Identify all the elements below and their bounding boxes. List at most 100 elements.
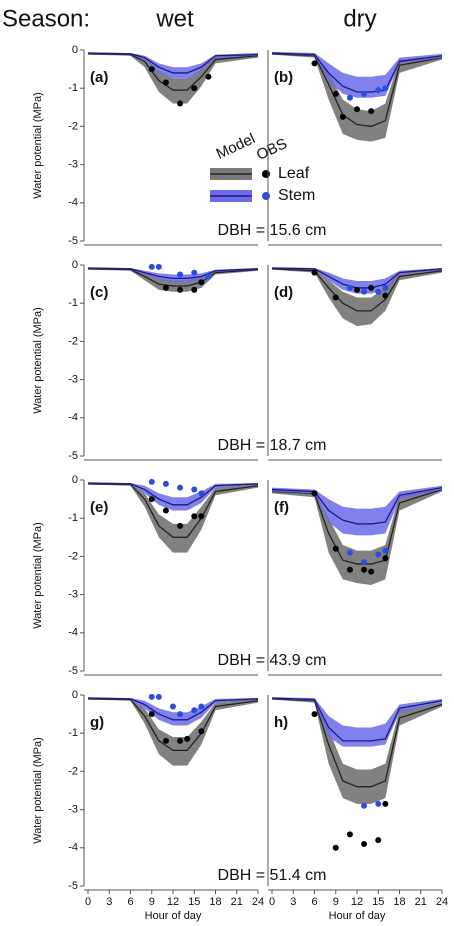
y-tick-label: 0	[72, 44, 78, 56]
x-tick-label: 6	[311, 896, 317, 908]
obs-point	[375, 837, 382, 844]
x-tick-label: 15	[188, 896, 200, 908]
model-line	[87, 697, 259, 721]
obs-point	[177, 711, 184, 718]
obs-point	[191, 513, 198, 520]
y-tick-label: -5	[68, 235, 78, 247]
obs-point	[148, 263, 155, 270]
y-tick-label: -2	[68, 335, 78, 347]
model-band	[88, 268, 258, 292]
model-line	[87, 52, 259, 74]
obs-point	[148, 693, 155, 700]
dbh-annotation: DBH = 18.7 cm	[218, 437, 327, 454]
obs-point	[162, 507, 169, 514]
model-band	[272, 487, 442, 586]
x-tick-label: 21	[231, 896, 243, 908]
obs-point	[354, 286, 360, 293]
obs-point	[198, 490, 205, 497]
y-tick-label: -2	[68, 765, 78, 777]
y-tick-label: -1	[68, 82, 78, 94]
obs-point	[361, 840, 368, 847]
y-tick-label: -5	[68, 880, 78, 892]
y-tick-label: 0	[72, 259, 78, 271]
model-band	[88, 698, 258, 766]
obs-point	[205, 273, 212, 280]
y-tick-label: -3	[68, 804, 78, 816]
x-tick-label: 24	[252, 896, 264, 908]
obs-point	[346, 284, 353, 291]
model-band	[88, 483, 258, 553]
y-tick-label: -2	[68, 550, 78, 562]
y-axis-label: Water potential (MPa)	[32, 522, 44, 629]
obs-point	[375, 551, 382, 558]
model-line	[87, 698, 259, 752]
model-line	[271, 697, 443, 742]
obs-point	[148, 66, 155, 73]
dbh-annotation: DBH = 15.6 cm	[218, 222, 327, 239]
model-band	[88, 52, 258, 79]
y-tick-label: 0	[72, 689, 78, 701]
obs-point	[346, 94, 353, 101]
y-tick-label: -4	[68, 627, 78, 639]
obs-point	[191, 85, 198, 92]
x-tick-label: 12	[167, 896, 179, 908]
obs-point	[332, 294, 339, 301]
obs-point	[155, 693, 162, 700]
obs-point	[332, 844, 339, 851]
model-line	[87, 482, 259, 506]
obs-point	[375, 87, 382, 94]
y-tick-label: -4	[68, 197, 78, 209]
model-band	[272, 267, 442, 294]
obs-point	[198, 728, 205, 735]
obs-point	[339, 113, 346, 120]
obs-point	[311, 711, 318, 718]
obs-point	[191, 269, 198, 276]
model-line	[87, 53, 259, 91]
model-line	[271, 488, 443, 565]
legend-dot	[262, 192, 270, 200]
y-tick-label: -3	[68, 159, 78, 171]
x-tick-label: 0	[269, 896, 275, 908]
x-tick-label: 3	[106, 896, 112, 908]
obs-point	[382, 800, 389, 807]
obs-point	[382, 284, 389, 291]
y-axis-label: Water potential (MPa)	[32, 737, 44, 844]
column-title: dry	[343, 5, 376, 32]
obs-point	[148, 496, 155, 503]
obs-point	[311, 60, 318, 67]
obs-point	[368, 108, 375, 115]
obs-point	[361, 559, 368, 566]
y-tick-label: -3	[68, 589, 78, 601]
model-band	[88, 53, 258, 104]
model-band	[272, 485, 442, 536]
obs-point	[162, 480, 169, 487]
obs-point	[177, 286, 184, 293]
obs-point	[346, 831, 353, 838]
y-tick-label: -4	[68, 412, 78, 424]
obs-point	[361, 802, 368, 809]
obs-point	[148, 711, 155, 718]
obs-point	[375, 288, 382, 295]
model-band	[272, 698, 442, 804]
obs-point	[382, 292, 389, 299]
model-line	[271, 268, 443, 312]
obs-point	[184, 735, 191, 742]
y-tick-label: -5	[68, 450, 78, 462]
obs-point	[162, 79, 169, 86]
legend-label: Leaf	[278, 165, 310, 182]
panel-label: (b)	[274, 69, 293, 86]
panel-label: (f)	[274, 499, 289, 516]
model-line	[271, 52, 443, 93]
obs-point	[162, 284, 169, 291]
obs-point	[332, 545, 339, 552]
season-label: Season:	[2, 5, 90, 32]
obs-point	[311, 490, 318, 497]
x-tick-label: 12	[351, 896, 363, 908]
x-tick-label: 6	[127, 896, 133, 908]
obs-point	[332, 90, 339, 97]
model-band	[272, 268, 442, 327]
obs-point	[311, 269, 318, 276]
obs-point	[382, 547, 389, 554]
obs-point	[162, 737, 169, 744]
panel-label: (d)	[274, 284, 293, 301]
